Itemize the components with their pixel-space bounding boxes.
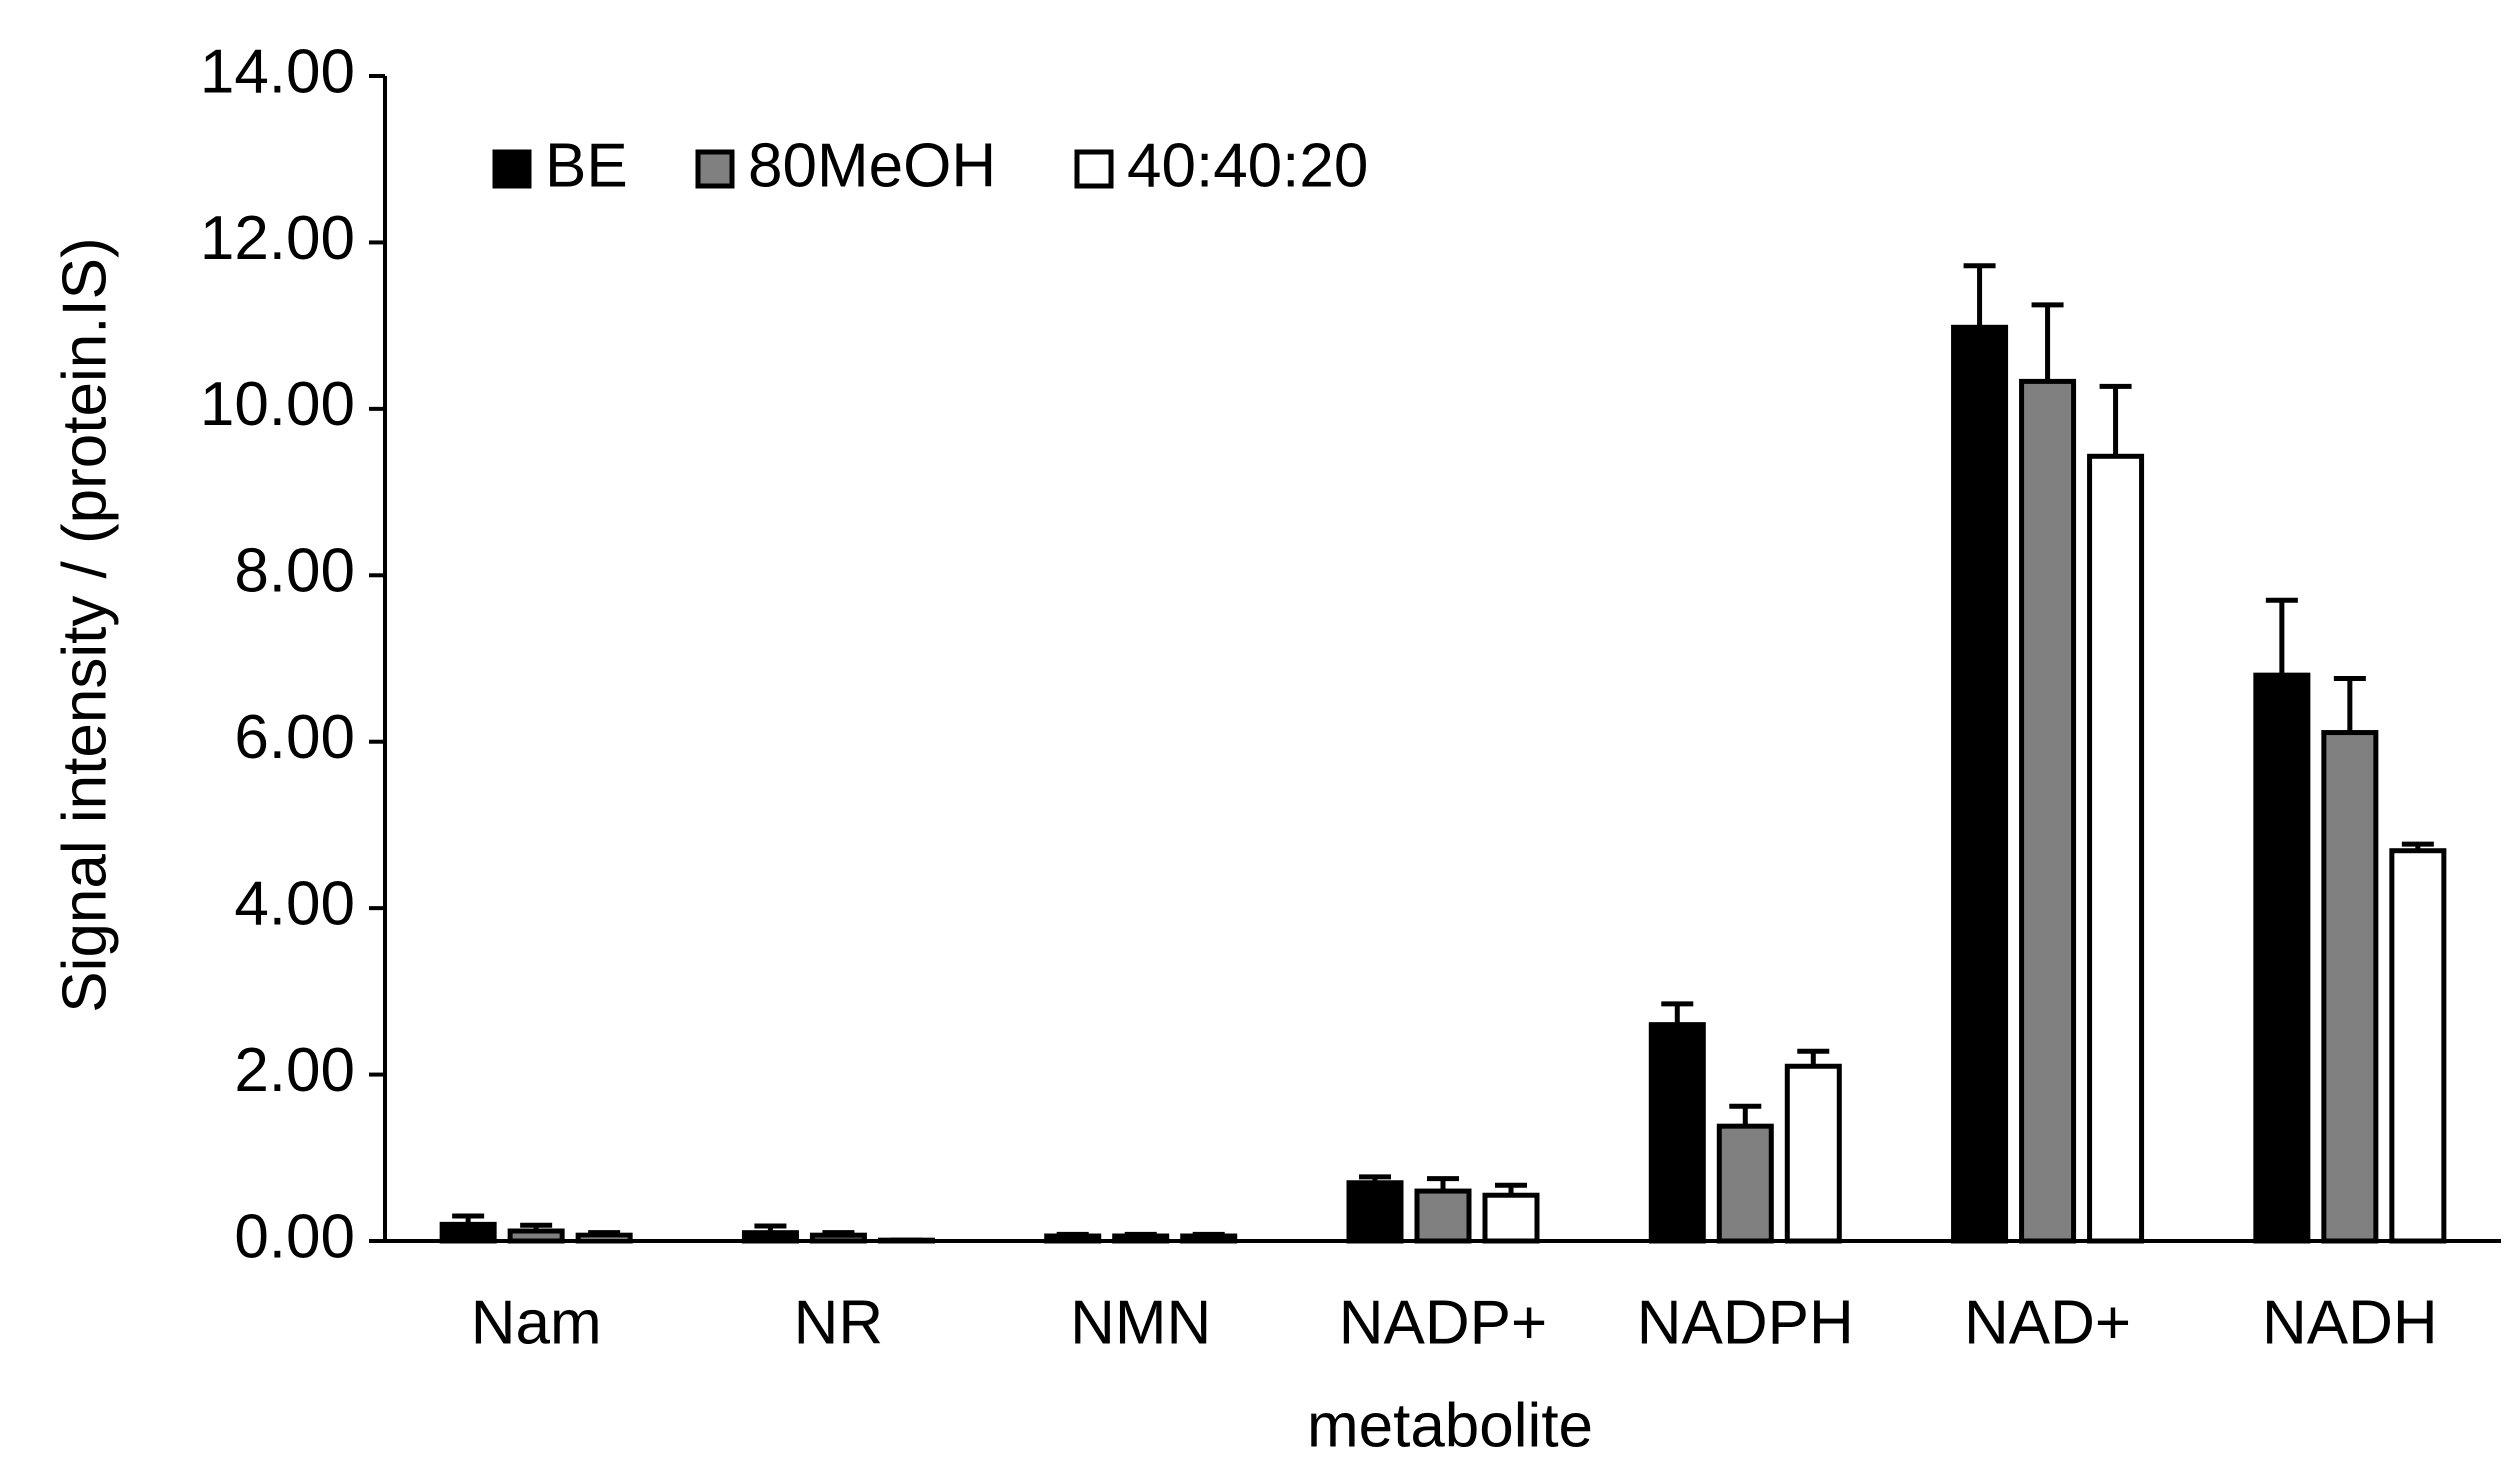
y-tick-label: 8.00: [234, 537, 355, 606]
x-tick-label: NMN: [1070, 1288, 1211, 1357]
bar: [2389, 848, 2447, 1244]
legend-label: 80MeOH: [748, 131, 996, 200]
legend-swatch: [492, 149, 532, 189]
bar: [1784, 1063, 1842, 1244]
legend-swatch: [1074, 149, 1114, 189]
bar: [1414, 1188, 1472, 1244]
y-tick-label: 14.00: [200, 37, 355, 106]
bar: [2087, 453, 2145, 1244]
x-tick-label: NADH: [2262, 1288, 2438, 1357]
y-tick-label: 10.00: [200, 370, 355, 439]
bar: [439, 1221, 497, 1244]
x-tick-label: NR: [794, 1288, 884, 1357]
legend-label: BE: [545, 131, 628, 200]
y-axis-label: Signal intensity / (protein.IS): [50, 237, 119, 1012]
legend-label: 40:40:20: [1127, 131, 1368, 200]
x-tick-label: NADPH: [1637, 1288, 1854, 1357]
y-tick-label: 12.00: [200, 204, 355, 273]
bar: [1482, 1192, 1540, 1244]
bar: [1346, 1180, 1404, 1244]
bar: [1648, 1022, 1706, 1244]
bar: [2253, 672, 2311, 1244]
bar: [2321, 730, 2379, 1244]
bar: [1951, 324, 2009, 1244]
y-tick-label: 6.00: [234, 703, 355, 772]
y-tick-label: 2.00: [234, 1036, 355, 1105]
x-tick-label: NADP+: [1339, 1288, 1547, 1357]
y-tick-label: 4.00: [234, 870, 355, 939]
bar: [1716, 1123, 1774, 1244]
x-tick-label: Nam: [471, 1288, 602, 1357]
bar: [2019, 378, 2077, 1244]
x-tick-label: NAD+: [1964, 1288, 2131, 1357]
y-tick-label: 0.00: [234, 1202, 355, 1271]
legend-swatch: [695, 149, 735, 189]
x-axis-label: metabolite: [1307, 1391, 1593, 1460]
